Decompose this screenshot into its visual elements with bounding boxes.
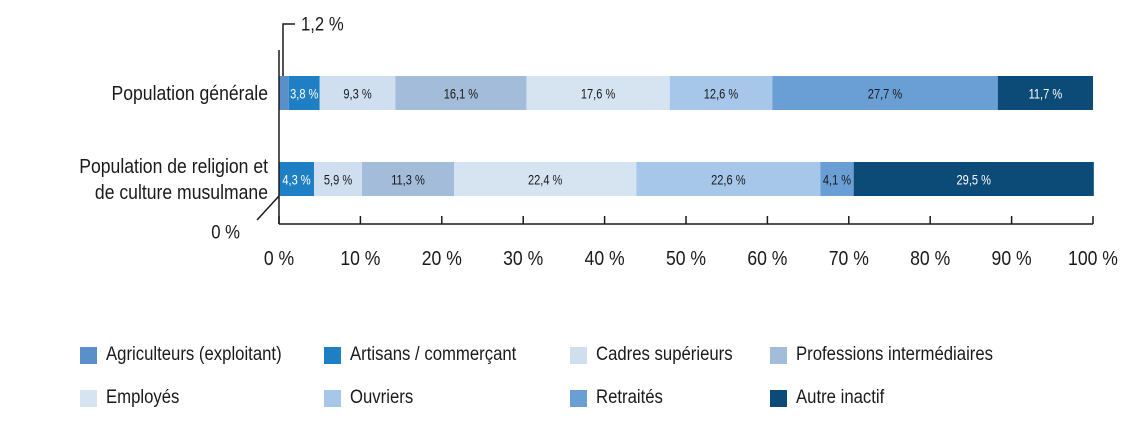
x-tick-label-10: 10 %	[340, 247, 380, 269]
data-label-ouvriers-row-1: 12,6 %	[704, 86, 738, 101]
annotation-leader-2	[256, 195, 280, 221]
data-label-autre-inactif-row-2: 29,5 %	[957, 172, 991, 187]
bar-segment-ouvriers-row-1	[669, 76, 773, 110]
bar-segment-autre-inactif-row-2	[853, 162, 1094, 196]
bar-segment-professions-intermediaires-row-2	[362, 162, 455, 196]
data-label-retraites-row-2: 4,1 %	[823, 172, 851, 187]
bar-segment-artisans-commercant-row-1	[288, 76, 320, 110]
bar-segment-professions-intermediaires-row-1	[395, 76, 527, 110]
data-label-professions-intermediaires-row-2: 11,3 %	[391, 172, 425, 187]
bar-segment-cadres-superieurs-row-2	[314, 162, 363, 196]
annotation-label-1: 1,2 %	[301, 13, 344, 34]
x-tick-label-20: 20 %	[422, 247, 462, 269]
bar-segment-retraites-row-2	[820, 162, 854, 196]
bar-segment-ouvriers-row-2	[636, 162, 821, 196]
bar-segment-employes-row-1	[526, 76, 670, 110]
category-label-2-line-2: de culture musulmane	[95, 181, 268, 203]
bar-segment-artisans-commercant-row-2	[279, 162, 315, 196]
data-label-artisans-commercant-row-2: 4,3 %	[282, 172, 310, 187]
data-label-ouvriers-row-2: 22,6 %	[711, 172, 745, 187]
data-label-artisans-commercant-row-1: 3,8 %	[290, 86, 318, 101]
bar-segment-employes-row-2	[454, 162, 637, 196]
data-label-autre-inactif-row-1: 11,7 %	[1029, 86, 1063, 101]
x-tick-label-90: 90 %	[992, 247, 1032, 269]
x-tick-label-0: 0 %	[264, 247, 295, 269]
x-tick-label-70: 70 %	[829, 247, 869, 269]
bar-segment-agriculteurs-exploitant-row-1	[279, 76, 289, 110]
data-label-employes-row-2: 22,4 %	[528, 172, 562, 187]
category-label-2-line-1: Population de religion et	[79, 155, 268, 177]
x-tick-label-80: 80 %	[910, 247, 950, 269]
x-tick-label-100: 100 %	[1068, 247, 1118, 269]
data-label-cadres-superieurs-row-1: 9,3 %	[343, 86, 371, 101]
data-label-retraites-row-1: 27,7 %	[868, 86, 902, 101]
category-label-1-line-1: Population générale	[112, 82, 268, 104]
bar-segment-retraites-row-1	[772, 76, 998, 110]
annotation-leader-1	[282, 23, 295, 76]
data-label-cadres-superieurs-row-2: 5,9 %	[324, 172, 352, 187]
x-tick-label-30: 30 %	[503, 247, 543, 269]
data-label-professions-intermediaires-row-1: 16,1 %	[444, 86, 478, 101]
bar-segment-autre-inactif-row-1	[997, 76, 1093, 110]
x-tick-label-50: 50 %	[666, 247, 706, 269]
bar-segment-cadres-superieurs-row-1	[319, 76, 396, 110]
data-label-employes-row-1: 17,6 %	[581, 86, 615, 101]
annotation-label-2: 0 %	[211, 221, 240, 242]
x-tick-label-40: 40 %	[585, 247, 625, 269]
x-tick-label-60: 60 %	[747, 247, 787, 269]
